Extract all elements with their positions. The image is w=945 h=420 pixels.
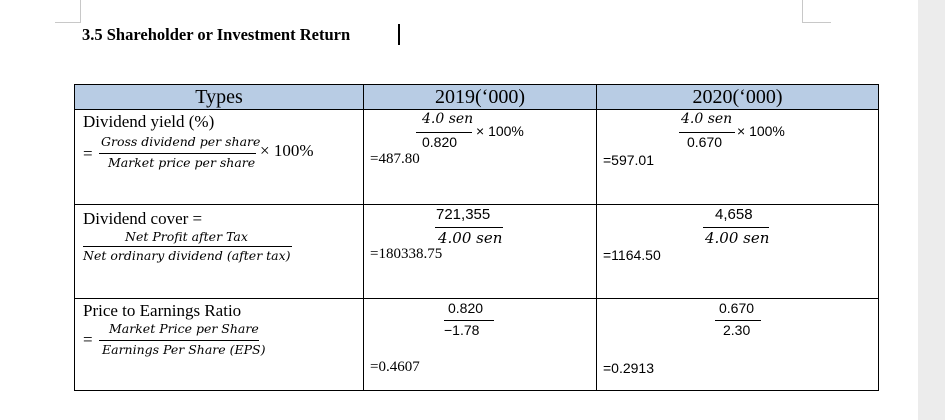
formula-numerator: Market Price per Share — [109, 321, 259, 336]
denominator: 2.30 — [723, 322, 751, 338]
denominator: 4.00 sen — [705, 229, 770, 247]
header-2020[interactable]: 2020(‘000) — [596, 84, 879, 110]
fraction-bar — [435, 227, 503, 228]
numerator: 721,355 — [436, 206, 491, 223]
result-value: =180338.75 — [370, 246, 443, 262]
fraction-bar — [715, 320, 761, 321]
fraction-bar — [83, 246, 292, 247]
formula-suffix: × 100% — [260, 141, 314, 160]
crop-mark-top-right — [802, 0, 831, 23]
fraction-bar — [416, 132, 472, 133]
row-type-cell[interactable]: Price to Earnings Ratio = Market Price p… — [74, 298, 364, 391]
value-cell-2020[interactable]: 0.670 2.30 =0.2913 — [596, 298, 879, 391]
text-cursor — [398, 24, 400, 45]
fraction-bar — [99, 153, 256, 154]
crop-mark-top-left-vertical — [80, 0, 81, 23]
row-label: Price to Earnings Ratio — [83, 301, 242, 320]
fraction-bar — [444, 320, 494, 321]
result-value: =487.80 — [370, 151, 420, 167]
denominator: 0.670 — [687, 134, 723, 150]
formula-denominator: Earnings Per Share (EPS) — [102, 342, 266, 357]
fraction-bar — [679, 132, 735, 133]
result-value: =0.2913 — [603, 360, 654, 376]
document-page: 3.5 Shareholder or Investment Return Typ… — [0, 0, 918, 420]
formula-numerator: Net Profit after Tax — [125, 229, 248, 244]
numerator: 0.670 — [719, 300, 755, 316]
header-2019[interactable]: 2019(‘000) — [363, 84, 597, 110]
numerator: 0.820 — [448, 300, 484, 316]
row-label: Dividend yield (%) — [83, 112, 215, 131]
fraction-bar — [99, 340, 259, 341]
ratio-table[interactable]: Types 2019(‘000) 2020(‘000) Dividend yie… — [74, 84, 879, 391]
multiplier: × 100% — [737, 123, 785, 139]
denominator: −1.78 — [444, 322, 480, 338]
numerator: 4.0 sen — [681, 111, 733, 127]
value-cell-2019[interactable]: 0.820 −1.78 =0.4607 — [363, 298, 597, 391]
table-row: Dividend yield (%) = Gross dividend per … — [74, 109, 879, 205]
result-value: =1164.50 — [603, 247, 661, 263]
table-header-row: Types 2019(‘000) 2020(‘000) — [74, 84, 879, 110]
header-types[interactable]: Types — [74, 84, 364, 110]
formula-denominator: Net ordinary dividend (after tax) — [83, 248, 291, 263]
result-value: =0.4607 — [370, 359, 420, 375]
equals-sign: = — [83, 144, 93, 163]
row-type-cell[interactable]: Dividend yield (%) = Gross dividend per … — [74, 109, 364, 205]
value-cell-2020[interactable]: 4,658 4.00 sen =1164.50 — [596, 204, 879, 299]
value-cell-2020[interactable]: 4.0 sen 0.670 × 100% =597.01 — [596, 109, 879, 205]
equals-sign: = — [83, 330, 93, 349]
numerator: 4.0 sen — [422, 111, 474, 127]
formula-numerator: Gross dividend per share — [101, 134, 261, 149]
numerator: 4,658 — [715, 206, 753, 223]
denominator: 4.00 sen — [438, 229, 503, 247]
multiplier: × 100% — [476, 123, 524, 139]
window-gutter — [918, 0, 945, 420]
table-row: Dividend cover = Net Profit after Tax Ne… — [74, 204, 879, 299]
table-row: Price to Earnings Ratio = Market Price p… — [74, 298, 879, 391]
row-type-cell[interactable]: Dividend cover = Net Profit after Tax Ne… — [74, 204, 364, 299]
fraction-bar — [703, 227, 769, 228]
result-value: =597.01 — [603, 152, 654, 168]
section-heading[interactable]: 3.5 Shareholder or Investment Return — [82, 25, 351, 44]
denominator: 0.820 — [422, 134, 458, 150]
value-cell-2019[interactable]: 4.0 sen 0.820 × 100% =487.80 — [363, 109, 597, 205]
formula-denominator: Market price per share — [108, 155, 256, 170]
crop-mark-top-left — [55, 0, 80, 23]
row-label: Dividend cover = — [83, 209, 203, 228]
value-cell-2019[interactable]: 721,355 4.00 sen =180338.75 — [363, 204, 597, 299]
